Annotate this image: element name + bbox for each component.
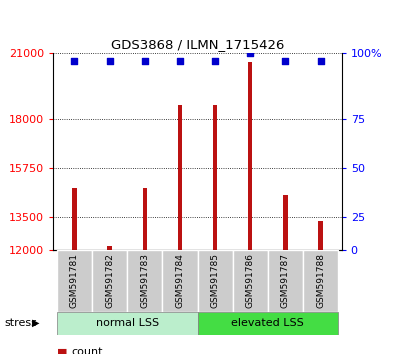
Point [318, 58, 324, 64]
Bar [198, 250, 233, 312]
Text: GSM591784: GSM591784 [175, 253, 184, 308]
Bar [318, 221, 323, 250]
Text: GSM591787: GSM591787 [281, 253, 290, 308]
Bar [57, 312, 198, 335]
Text: count: count [71, 347, 103, 354]
Text: GSM591785: GSM591785 [211, 253, 220, 308]
Bar [303, 250, 338, 312]
Text: GSM591788: GSM591788 [316, 253, 325, 308]
Text: stress: stress [4, 318, 37, 328]
Text: GSM591783: GSM591783 [140, 253, 149, 308]
Text: ■: ■ [57, 347, 68, 354]
Text: GSM591782: GSM591782 [105, 253, 114, 308]
Text: GSM591781: GSM591781 [70, 253, 79, 308]
Text: normal LSS: normal LSS [96, 318, 159, 328]
Bar [92, 250, 127, 312]
Bar [143, 188, 147, 250]
Point [141, 58, 148, 64]
Bar [268, 250, 303, 312]
Point [282, 58, 289, 64]
Bar [283, 195, 288, 250]
Point [247, 50, 254, 56]
Title: GDS3868 / ILMN_1715426: GDS3868 / ILMN_1715426 [111, 38, 284, 51]
Text: ▶: ▶ [32, 318, 40, 328]
Text: GSM591786: GSM591786 [246, 253, 255, 308]
Bar [162, 250, 198, 312]
Bar [198, 312, 338, 335]
Bar [178, 105, 182, 250]
Bar [248, 62, 252, 250]
Point [177, 58, 183, 64]
Bar [233, 250, 268, 312]
Bar [57, 250, 92, 312]
Point [106, 58, 113, 64]
Bar [72, 188, 77, 250]
Bar [127, 250, 162, 312]
Point [71, 58, 77, 64]
Bar [107, 246, 112, 250]
Point [212, 58, 218, 64]
Bar [213, 105, 217, 250]
Text: elevated LSS: elevated LSS [231, 318, 304, 328]
